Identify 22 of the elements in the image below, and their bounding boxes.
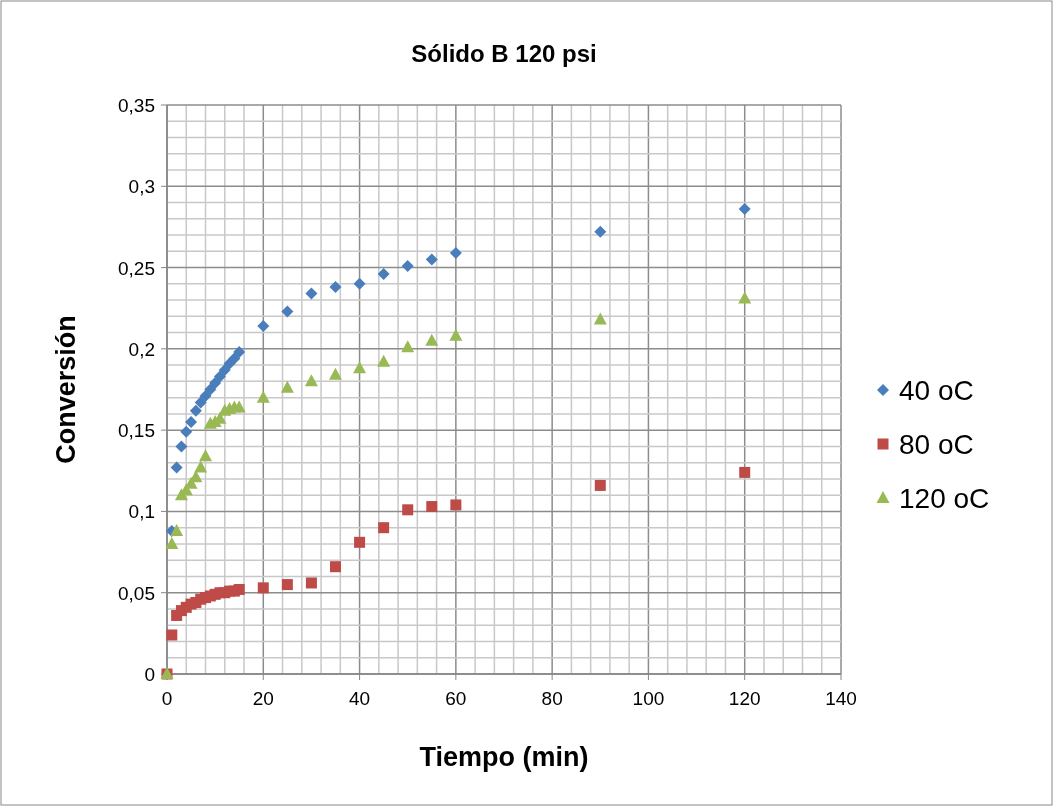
y-tick-label: 0,35 <box>118 95 155 116</box>
y-tick-label: 0,15 <box>118 420 155 442</box>
x-tick-label: 80 <box>541 688 563 709</box>
y-axis-title: Conversión <box>51 315 81 464</box>
x-tick-label: 60 <box>445 688 467 709</box>
x-axis-title: Tiempo (min) <box>419 742 589 772</box>
x-tick-label: 100 <box>632 688 665 709</box>
x-tick-label: 120 <box>728 688 761 709</box>
y-tick-label: 0,1 <box>128 501 155 523</box>
x-tick-label: 20 <box>252 688 274 709</box>
chart-title: Sólido B 120 psi <box>411 40 597 67</box>
legend-label: 80 oC <box>899 429 974 460</box>
y-tick-label: 0,05 <box>118 582 155 604</box>
y-tick-label: 0,3 <box>128 176 155 198</box>
legend-label: 40 oC <box>899 375 974 406</box>
legend-label: 120 oC <box>899 483 990 514</box>
x-tick-label: 40 <box>349 688 371 709</box>
y-tick-label: 0 <box>144 664 155 685</box>
x-tick-label: 140 <box>825 688 857 709</box>
y-tick-label: 0,25 <box>118 257 155 279</box>
x-tick-label: 0 <box>161 688 173 709</box>
y-tick-label: 0,2 <box>128 338 155 360</box>
